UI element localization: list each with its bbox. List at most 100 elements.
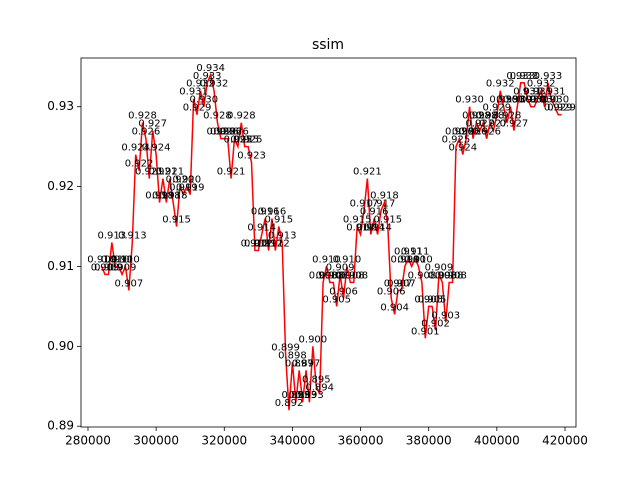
data-label: 0.931 — [179, 87, 208, 98]
data-label: 0.903 — [431, 310, 460, 321]
data-label: 0.924 — [121, 143, 150, 154]
y-tick-label: 0.89 — [47, 419, 74, 433]
data-label: 0.915 — [162, 215, 191, 226]
data-label: 0.911 — [394, 246, 423, 257]
data-label: 0.897 — [292, 358, 321, 369]
data-label: 0.919 — [169, 183, 198, 194]
y-tick-label: 0.92 — [47, 179, 74, 193]
data-label: 0.909 — [94, 262, 123, 273]
data-label: 0.910 — [87, 254, 116, 265]
data-label: 0.910 — [333, 254, 362, 265]
data-label: 0.933 — [506, 71, 535, 82]
data-label: 0.928 — [476, 111, 505, 122]
data-label: 0.914 — [356, 223, 385, 234]
data-line — [100, 72, 562, 411]
data-label: 0.908 — [428, 270, 457, 281]
x-tick-label: 340000 — [270, 434, 316, 448]
data-label: 0.908 — [309, 270, 338, 281]
data-label: 0.918 — [152, 191, 181, 202]
data-label: 0.932 — [527, 79, 556, 90]
data-label: 0.919 — [176, 183, 205, 194]
data-label: 0.929 — [183, 103, 212, 114]
data-label: 0.923 — [237, 151, 266, 162]
data-label: 0.893 — [295, 390, 324, 401]
data-label: 0.930 — [190, 95, 219, 106]
data-label: 0.910 — [404, 254, 433, 265]
data-label: 0.928 — [469, 111, 498, 122]
data-label: 0.905 — [418, 294, 447, 305]
data-label: 0.912 — [261, 238, 290, 249]
data-label: 0.925 — [224, 135, 253, 146]
data-label: 0.917 — [350, 199, 379, 210]
data-label: 0.912 — [244, 238, 273, 249]
data-label: 0.929 — [544, 103, 573, 114]
data-label: 0.893 — [288, 390, 317, 401]
y-tick-label: 0.93 — [47, 99, 74, 113]
data-label: 0.930 — [540, 95, 569, 106]
data-label: 0.933 — [534, 71, 563, 82]
data-label: 0.907 — [384, 278, 413, 289]
data-label: 0.901 — [411, 326, 440, 337]
data-label: 0.915 — [373, 215, 402, 226]
data-label: 0.916 — [258, 207, 287, 218]
data-label: 0.933 — [510, 71, 539, 82]
data-label: 0.910 — [312, 254, 341, 265]
data-label: 0.910 — [397, 254, 426, 265]
data-label: 0.930 — [530, 95, 559, 106]
data-label: 0.932 — [200, 79, 229, 90]
data-label: 0.921 — [149, 167, 178, 178]
data-label: 0.929 — [483, 103, 512, 114]
data-label: 0.931 — [537, 87, 566, 98]
data-label: 0.906 — [377, 286, 406, 297]
data-label: 0.894 — [305, 382, 334, 393]
data-label: 0.907 — [387, 278, 416, 289]
data-label: 0.908 — [408, 270, 437, 281]
data-label: 0.909 — [91, 262, 120, 273]
data-label: 0.917 — [367, 199, 396, 210]
data-label: 0.928 — [462, 111, 491, 122]
data-label: 0.913 — [118, 231, 147, 242]
data-label: 0.922 — [125, 159, 154, 170]
data-label: 0.926 — [207, 127, 236, 138]
data-label: 0.921 — [155, 167, 184, 178]
x-tick-label: 360000 — [338, 434, 384, 448]
data-label: 0.910 — [101, 254, 130, 265]
data-label: 0.924 — [448, 143, 477, 154]
data-label: 0.924 — [142, 143, 171, 154]
data-label: 0.918 — [145, 191, 174, 202]
data-label: 0.892 — [275, 398, 304, 409]
data-label: 0.934 — [196, 63, 225, 74]
data-label: 0.909 — [108, 262, 137, 273]
data-label: 0.908 — [435, 270, 464, 281]
data-label: 0.925 — [234, 135, 263, 146]
data-label: 0.907 — [115, 278, 144, 289]
data-label: 0.928 — [227, 111, 256, 122]
data-label: 0.926 — [213, 127, 242, 138]
data-label: 0.927 — [138, 119, 167, 130]
chart-title: ssim — [312, 37, 344, 53]
plot-frame — [80, 57, 577, 428]
data-label: 0.920 — [172, 175, 201, 186]
data-label: 0.931 — [513, 87, 542, 98]
data-label: 0.925 — [230, 135, 259, 146]
data-label: 0.930 — [455, 95, 484, 106]
data-label: 0.911 — [401, 246, 430, 257]
data-label: 0.908 — [339, 270, 368, 281]
data-label: 0.928 — [203, 111, 232, 122]
x-tick-label: 400000 — [474, 434, 520, 448]
data-label: 0.928 — [493, 111, 522, 122]
data-label: 0.893 — [282, 390, 311, 401]
data-label: 0.921 — [135, 167, 164, 178]
x-tick-label: 280000 — [65, 434, 111, 448]
data-label: 0.921 — [353, 167, 382, 178]
data-label: 0.927 — [465, 119, 494, 130]
data-label: 0.910 — [111, 254, 140, 265]
data-label: 0.909 — [326, 262, 355, 273]
data-label: 0.904 — [380, 302, 409, 313]
data-label: 0.926 — [132, 127, 161, 138]
data-label: 0.933 — [193, 71, 222, 82]
data-label: 0.915 — [264, 215, 293, 226]
data-label: 0.916 — [251, 207, 280, 218]
data-label: 0.921 — [217, 167, 246, 178]
